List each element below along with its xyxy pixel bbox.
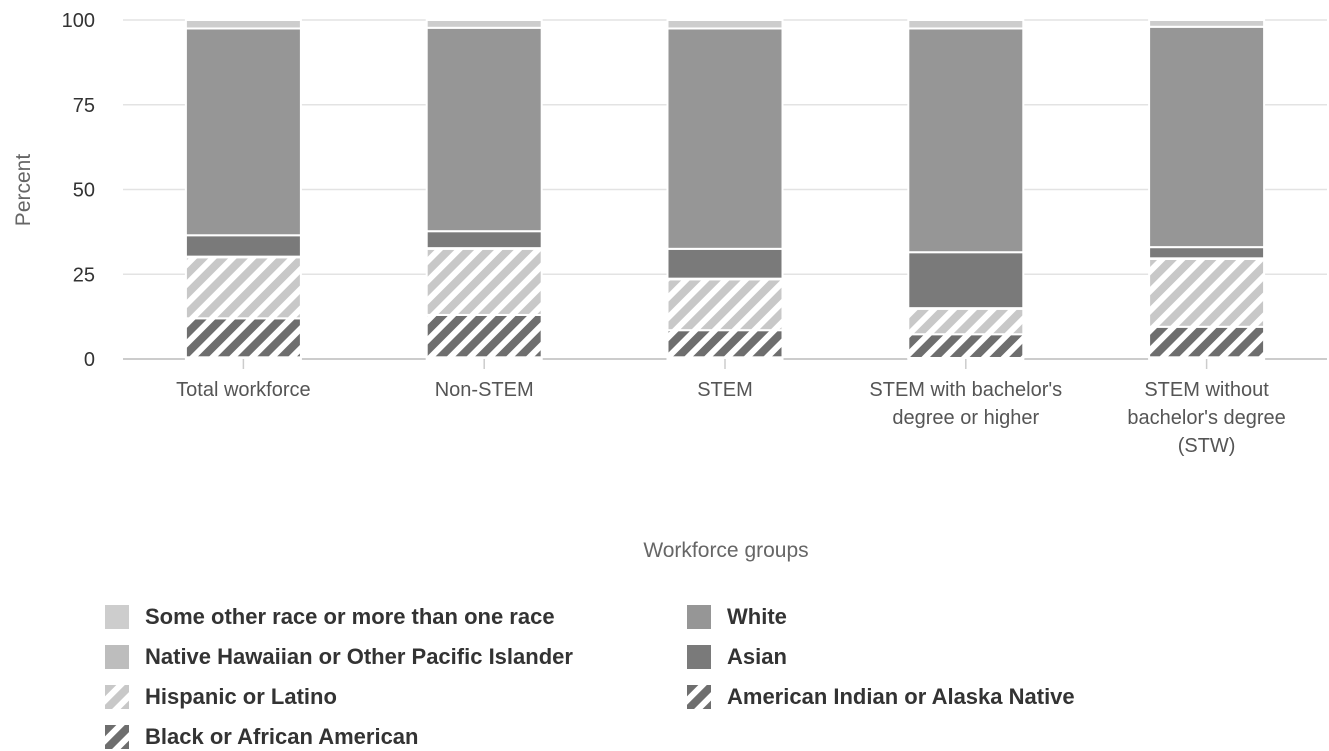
legend-item: Hispanic or Latino bbox=[105, 683, 337, 711]
x-axis-title: Workforce groups bbox=[643, 539, 808, 562]
y-tick-label: 100 bbox=[62, 10, 95, 32]
y-tick-label: 75 bbox=[73, 95, 95, 117]
legend-swatch bbox=[105, 645, 129, 669]
bar-segment bbox=[184, 234, 302, 258]
legend-label: White bbox=[727, 604, 787, 629]
legend-item: White bbox=[687, 603, 787, 631]
bar-segment bbox=[425, 19, 543, 29]
bar-stack bbox=[907, 19, 1025, 361]
bar-segment bbox=[907, 307, 1025, 336]
x-tick-label: degree or higher bbox=[892, 407, 1039, 429]
x-tick-label: STEM without bbox=[1144, 379, 1269, 401]
x-axis: Total workforce Non-STEM STEM STEM with bac… bbox=[176, 359, 1286, 457]
bar-segment bbox=[1148, 19, 1266, 28]
y-axis-ticks: 0 25 50 75 100 bbox=[62, 10, 95, 371]
legend-item: Native Hawaiian or Other Pacific Islande… bbox=[105, 643, 573, 671]
y-axis-title: Percent bbox=[12, 154, 35, 227]
legend-item: Black or African American bbox=[105, 723, 418, 751]
x-tick-label: Total workforce bbox=[176, 379, 311, 401]
bar-segment bbox=[666, 247, 784, 280]
bar-segment bbox=[666, 329, 784, 359]
legend-label: Black or African American bbox=[145, 724, 419, 749]
bar-segment bbox=[425, 313, 543, 359]
bar-stack bbox=[184, 19, 302, 360]
legend-swatch bbox=[105, 725, 129, 749]
legend-swatch bbox=[105, 685, 129, 709]
bar-segment bbox=[666, 27, 784, 250]
y-tick-label: 25 bbox=[73, 264, 95, 286]
bar-segment bbox=[425, 247, 543, 316]
y-tick-label: 50 bbox=[73, 180, 95, 202]
bar-segment bbox=[1148, 257, 1266, 328]
bar-segment bbox=[425, 26, 543, 233]
bar-segment bbox=[907, 333, 1025, 359]
bar-segment bbox=[184, 256, 302, 320]
x-tick-label: bachelor's degree bbox=[1127, 407, 1285, 429]
bar-segment bbox=[184, 27, 302, 237]
legend-swatch bbox=[687, 645, 711, 669]
stacked-bar-chart: 0 25 50 75 100 Total workforce Non-STEM STEM ST… bbox=[12, 10, 1327, 562]
legend-label: Some other race or more than one race bbox=[145, 604, 555, 629]
bar-segment bbox=[425, 230, 543, 250]
bar-segment bbox=[907, 27, 1025, 254]
x-tick-label: Non-STEM bbox=[435, 379, 534, 401]
legend-swatch bbox=[687, 685, 711, 709]
legend-item: Some other race or more than one race bbox=[105, 603, 555, 631]
bar-stack bbox=[666, 19, 784, 360]
x-tick-label: (STW) bbox=[1178, 435, 1236, 457]
bar-segment bbox=[666, 19, 784, 30]
legend-item: Asian bbox=[687, 643, 787, 671]
bar-segment bbox=[907, 19, 1025, 30]
bar-stack bbox=[425, 19, 543, 360]
legend-swatch bbox=[687, 605, 711, 629]
x-tick-label: STEM with bachelor's bbox=[869, 379, 1062, 401]
legend-item: American Indian or Alaska Native bbox=[687, 683, 1075, 711]
bar-segment bbox=[184, 19, 302, 30]
bar-segment bbox=[1148, 25, 1266, 249]
legend-label: Native Hawaiian or Other Pacific Islande… bbox=[145, 644, 573, 669]
bar-segment bbox=[1148, 325, 1266, 359]
legend-label: Hispanic or Latino bbox=[145, 684, 337, 709]
legend-label: Asian bbox=[727, 644, 787, 669]
bar-segment bbox=[907, 251, 1025, 310]
bar-segment bbox=[666, 278, 784, 332]
bars bbox=[184, 19, 1266, 361]
y-tick-label: 0 bbox=[84, 349, 95, 371]
legend-label: American Indian or Alaska Native bbox=[727, 684, 1075, 709]
bar-stack bbox=[1148, 19, 1266, 360]
legend-swatch bbox=[105, 605, 129, 629]
x-tick-label: STEM bbox=[697, 379, 753, 401]
bar-segment bbox=[1148, 246, 1266, 260]
bar-segment bbox=[184, 317, 302, 359]
